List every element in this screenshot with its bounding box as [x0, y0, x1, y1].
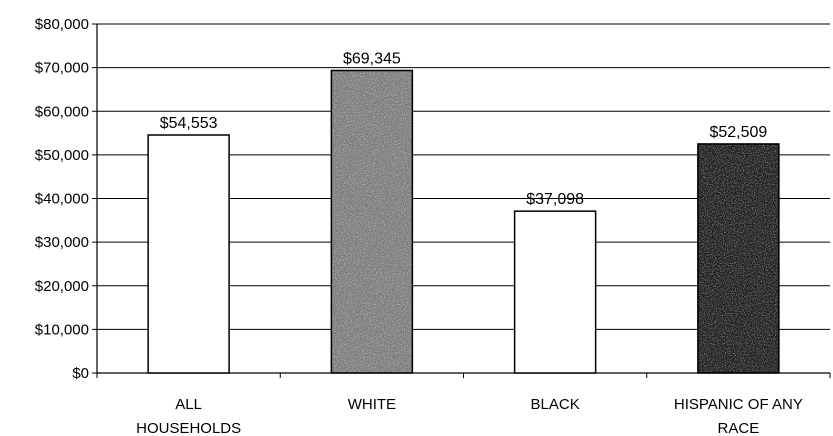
y-tick-label: $30,000: [35, 234, 89, 251]
data-label: $69,345: [343, 50, 401, 67]
bar: [147, 134, 230, 374]
y-tick-label: $70,000: [35, 60, 89, 77]
x-category-label: ALL: [175, 396, 202, 413]
bar: [513, 210, 597, 374]
x-category-label: BLACK: [531, 396, 580, 413]
y-tick-label: $80,000: [35, 16, 89, 33]
data-label: $54,553: [160, 115, 218, 132]
x-category-label: HISPANIC OF ANY: [674, 396, 803, 413]
y-tick-label: $60,000: [35, 103, 89, 120]
bars: [147, 69, 780, 374]
bar-texture: [698, 144, 778, 372]
y-tick-label: $0: [72, 365, 89, 382]
x-category-label: HOUSEHOLDS: [136, 420, 241, 436]
y-tick-label: $10,000: [35, 321, 89, 338]
labels: $0 $10,000 $20,000 $30,000 $40,000 $50,000 $60…: [35, 16, 803, 436]
y-tick-label: $50,000: [35, 147, 89, 164]
y-tick-label: $40,000: [35, 191, 89, 208]
x-category-label: WHITE: [348, 396, 396, 413]
y-tick-label: $20,000: [35, 278, 89, 295]
bar-texture: [332, 71, 412, 373]
data-label: $52,509: [709, 124, 767, 141]
data-label: $37,098: [526, 191, 584, 208]
x-category-label: RACE: [718, 420, 760, 436]
